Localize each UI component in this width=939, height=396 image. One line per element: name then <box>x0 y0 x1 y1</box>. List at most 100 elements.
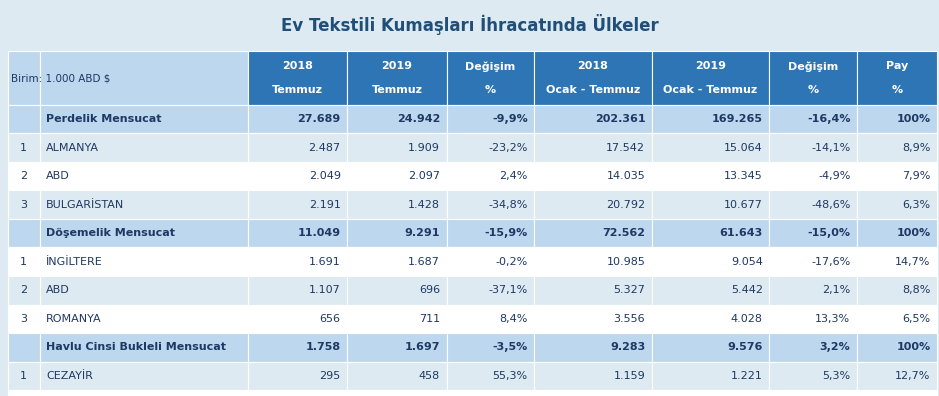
Text: İNGİLTERE: İNGİLTERE <box>46 257 103 267</box>
Text: 8,9%: 8,9% <box>902 143 931 153</box>
Text: 9.291: 9.291 <box>405 228 440 238</box>
Text: -15,0%: -15,0% <box>808 228 851 238</box>
Text: Temmuz: Temmuz <box>272 85 323 95</box>
Text: 2019: 2019 <box>695 61 726 71</box>
Text: 2018: 2018 <box>283 61 313 71</box>
Text: 3: 3 <box>20 314 27 324</box>
Text: -23,2%: -23,2% <box>488 143 528 153</box>
Text: -0,2%: -0,2% <box>496 257 528 267</box>
Text: 6,3%: 6,3% <box>902 200 931 210</box>
Text: 1.687: 1.687 <box>408 257 440 267</box>
Text: 100%: 100% <box>897 228 931 238</box>
Text: 17.542: 17.542 <box>607 143 645 153</box>
Text: 1.758: 1.758 <box>305 342 341 352</box>
Text: Birim: 1.000 ABD $: Birim: 1.000 ABD $ <box>11 73 111 83</box>
Text: 12,7%: 12,7% <box>895 371 931 381</box>
Text: ABD: ABD <box>46 171 69 181</box>
Text: 5.442: 5.442 <box>731 285 762 295</box>
Text: Temmuz: Temmuz <box>372 85 423 95</box>
Text: 656: 656 <box>319 314 341 324</box>
Text: 9.576: 9.576 <box>728 342 762 352</box>
Text: 61.643: 61.643 <box>719 228 762 238</box>
Text: 11.049: 11.049 <box>298 228 341 238</box>
Text: 1.159: 1.159 <box>613 371 645 381</box>
Text: 1.909: 1.909 <box>408 143 440 153</box>
Text: 100%: 100% <box>897 114 931 124</box>
Text: ROMANYA: ROMANYA <box>46 314 101 324</box>
Text: BULGARİSTAN: BULGARİSTAN <box>46 200 124 210</box>
Text: 2019: 2019 <box>381 61 412 71</box>
Text: %: % <box>485 85 496 95</box>
Text: 5.327: 5.327 <box>613 285 645 295</box>
Text: Pay: Pay <box>885 61 908 71</box>
Text: 14,7%: 14,7% <box>895 257 931 267</box>
Text: Ocak - Temmuz: Ocak - Temmuz <box>546 85 640 95</box>
Text: 27.689: 27.689 <box>298 114 341 124</box>
Text: 13.345: 13.345 <box>724 171 762 181</box>
Text: -34,8%: -34,8% <box>488 200 528 210</box>
Text: 295: 295 <box>319 371 341 381</box>
Text: -16,4%: -16,4% <box>807 114 851 124</box>
Text: 2018: 2018 <box>577 61 608 71</box>
Text: -37,1%: -37,1% <box>488 285 528 295</box>
Text: 3,2%: 3,2% <box>820 342 851 352</box>
Text: -4,9%: -4,9% <box>818 171 851 181</box>
Text: 2,1%: 2,1% <box>823 285 851 295</box>
Text: 7,9%: 7,9% <box>902 171 931 181</box>
Text: -17,6%: -17,6% <box>811 257 851 267</box>
Text: 1: 1 <box>20 257 27 267</box>
Text: 2: 2 <box>20 285 27 295</box>
Text: -15,9%: -15,9% <box>485 228 528 238</box>
Text: 1.428: 1.428 <box>408 200 440 210</box>
Text: Ocak - Temmuz: Ocak - Temmuz <box>664 85 758 95</box>
Text: 3.556: 3.556 <box>613 314 645 324</box>
Text: 55,3%: 55,3% <box>493 371 528 381</box>
Text: Değişim: Değişim <box>466 61 516 72</box>
Text: 10.985: 10.985 <box>607 257 645 267</box>
Text: %: % <box>891 85 902 95</box>
Text: 14.035: 14.035 <box>607 171 645 181</box>
Text: 1.697: 1.697 <box>405 342 440 352</box>
Text: 20.792: 20.792 <box>607 200 645 210</box>
Text: 2,4%: 2,4% <box>500 171 528 181</box>
Text: 9.283: 9.283 <box>610 342 645 352</box>
Text: 3: 3 <box>20 200 27 210</box>
Text: Havlu Cinsi Bukleli Mensucat: Havlu Cinsi Bukleli Mensucat <box>46 342 226 352</box>
Text: 6,5%: 6,5% <box>902 314 931 324</box>
Text: CEZAYİR: CEZAYİR <box>46 371 93 381</box>
Text: 15.064: 15.064 <box>724 143 762 153</box>
Text: Döşemelik Mensucat: Döşemelik Mensucat <box>46 228 176 238</box>
Text: 8,8%: 8,8% <box>902 285 931 295</box>
Text: 711: 711 <box>419 314 440 324</box>
Text: 458: 458 <box>419 371 440 381</box>
Text: 72.562: 72.562 <box>602 228 645 238</box>
Text: 1.221: 1.221 <box>731 371 762 381</box>
Text: Değişim: Değişim <box>788 61 839 72</box>
Text: ABD: ABD <box>46 285 69 295</box>
Text: 1.107: 1.107 <box>309 285 341 295</box>
Text: 8,4%: 8,4% <box>500 314 528 324</box>
Text: 2: 2 <box>20 171 27 181</box>
Text: 10.677: 10.677 <box>724 200 762 210</box>
Text: Ev Tekstili Kumaşları İhracatında Ülkeler: Ev Tekstili Kumaşları İhracatında Ülkele… <box>281 14 658 35</box>
Text: 696: 696 <box>419 285 440 295</box>
Text: 4.028: 4.028 <box>731 314 762 324</box>
Text: 13,3%: 13,3% <box>815 314 851 324</box>
Text: -14,1%: -14,1% <box>811 143 851 153</box>
Text: 2.097: 2.097 <box>408 171 440 181</box>
Text: -9,9%: -9,9% <box>492 114 528 124</box>
Text: 24.942: 24.942 <box>396 114 440 124</box>
Text: ALMANYA: ALMANYA <box>46 143 100 153</box>
Text: 5,3%: 5,3% <box>823 371 851 381</box>
Text: 1.691: 1.691 <box>309 257 341 267</box>
Text: 2.191: 2.191 <box>309 200 341 210</box>
Text: 1: 1 <box>20 371 27 381</box>
Text: -48,6%: -48,6% <box>811 200 851 210</box>
Text: -3,5%: -3,5% <box>492 342 528 352</box>
Text: 1: 1 <box>20 143 27 153</box>
Text: Perdelik Mensucat: Perdelik Mensucat <box>46 114 162 124</box>
Text: 2.487: 2.487 <box>309 143 341 153</box>
Text: 9.054: 9.054 <box>731 257 762 267</box>
Text: %: % <box>808 85 819 95</box>
Text: 202.361: 202.361 <box>594 114 645 124</box>
